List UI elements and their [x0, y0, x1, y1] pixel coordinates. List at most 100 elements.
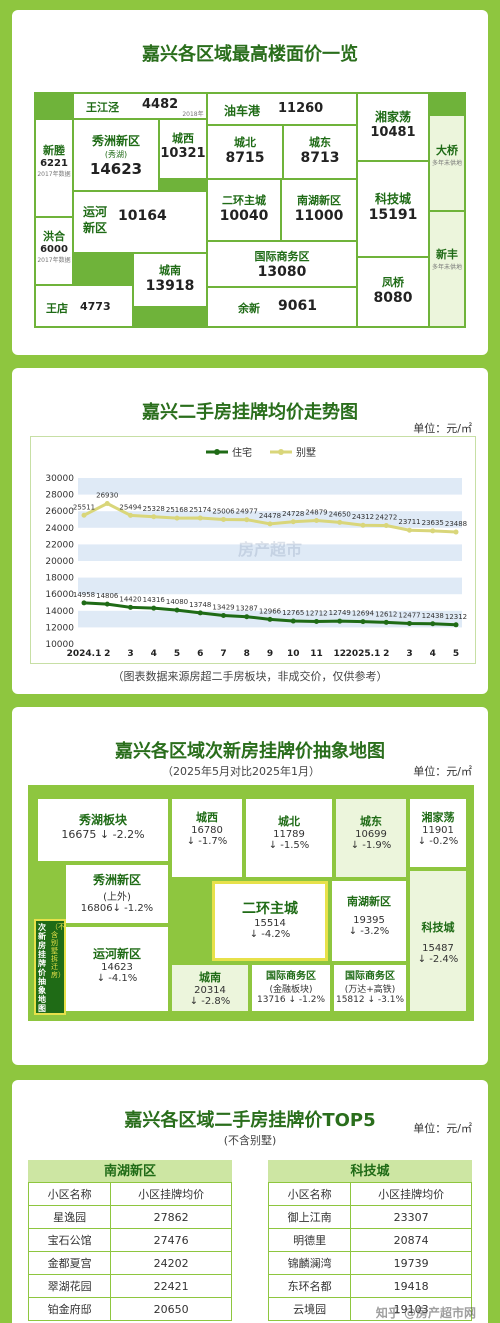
data-point — [267, 521, 273, 527]
district-name: 余新 — [238, 302, 260, 315]
data-label: 12765 — [282, 609, 304, 617]
data-point — [314, 618, 319, 624]
district-name: 湘家荡 — [374, 110, 411, 124]
district-chengdong: 城东 10699 ↓ -1.9% — [336, 799, 406, 877]
trend-chart: 30000 28000 26000 24000 22000 20000 18000 16000… — [45, 446, 467, 659]
data-point — [430, 528, 436, 534]
district-note: 2017年数据 — [37, 257, 71, 264]
y-tick-label: 12000 — [45, 623, 74, 633]
data-point — [244, 517, 250, 523]
y-tick-label: 26000 — [45, 507, 74, 517]
district-name: 科技城 — [421, 921, 455, 934]
x-tick-label: 12 — [333, 649, 346, 659]
x-tick-label: 2 — [104, 649, 110, 659]
data-label: 12694 — [352, 610, 375, 618]
district-note: 多年未供地 — [431, 160, 462, 167]
trend-title: 嘉兴二手房挂牌均价走势图 — [142, 402, 358, 423]
x-tick-label: 3 — [127, 649, 133, 659]
district-price: 15812 — [335, 995, 365, 1005]
x-tick-label: 9 — [267, 649, 273, 659]
data-point — [197, 610, 203, 616]
district-price: 10321 — [160, 146, 206, 161]
chart-frame — [30, 436, 476, 664]
district-name: 城北 — [278, 815, 300, 828]
col-header: 小区名称 — [267, 1182, 352, 1206]
land-price-title: 嘉兴各区域最高楼面价一览 — [142, 44, 358, 65]
district-yuxin: 余新 9061 — [208, 288, 356, 326]
district-chengnan: 城南 20314 ↓ -2.8% — [172, 965, 248, 1011]
data-point — [104, 601, 110, 607]
district-name: 油车港 — [224, 104, 261, 118]
district-xiuzhou: 秀洲新区 (秀湖) 14623 — [74, 120, 158, 190]
y-tick-label: 14000 — [45, 607, 74, 617]
y-tick-label: 28000 — [45, 491, 74, 501]
listing-map-subtitle: （2025年5月对比2025年1月） — [162, 765, 320, 778]
table-cell: 24202 — [110, 1251, 232, 1275]
data-label: 24272 — [375, 514, 397, 522]
district-name: 新丰 — [436, 248, 458, 261]
table-cell: 明德里 — [267, 1228, 352, 1252]
table-cell: 19739 — [350, 1251, 472, 1275]
district-name: 新塍 — [43, 144, 65, 157]
data-label: 13748 — [189, 601, 211, 609]
grid-band — [78, 511, 462, 528]
side-legend-box: 次新房挂牌价抽象地图 （不含别墅拆迁房） — [34, 919, 66, 1015]
data-label: 12966 — [259, 607, 282, 615]
table-header-row: 小区名称 小区挂牌均价 — [267, 1182, 472, 1206]
data-point — [128, 604, 133, 610]
district-name: 城北 — [234, 136, 256, 149]
data-label: 12312 — [445, 613, 467, 621]
data-point — [383, 523, 389, 529]
district-price: 15487 — [422, 943, 454, 954]
listing-map-title: 嘉兴各区域次新房挂牌价抽象地图 — [115, 741, 385, 762]
side-note: （不含别墅拆迁房） — [51, 923, 65, 979]
district-name: 城东 — [309, 136, 331, 149]
district-sub: (金融板块) — [269, 985, 313, 995]
data-label: 24879 — [305, 509, 327, 517]
data-point — [81, 600, 87, 606]
data-label: 13287 — [236, 605, 258, 613]
district-name: 洪合 — [43, 230, 65, 243]
district-change: ↓ -4.2% — [249, 929, 291, 940]
section-trend: 嘉兴二手房挂牌均价走势图 单位：元/㎡ 30000 28000 26000 24000… — [12, 368, 488, 694]
data-point — [407, 527, 412, 533]
table-row: 锦麟澜湾 19739 — [267, 1251, 472, 1275]
district-change: ↓ -4.1% — [96, 973, 138, 984]
section-top5: 嘉兴各区域二手房挂牌价TOP5 (不含别墅) 单位：元/㎡ 南湖新区 小区名称小… — [12, 1080, 488, 1323]
district-change: ↓ -1.9% — [350, 840, 392, 851]
data-label: 23711 — [398, 518, 420, 526]
district-price: 8080 — [373, 290, 413, 306]
district-price: 10699 — [355, 829, 387, 840]
data-label: 24977 — [236, 508, 258, 516]
data-point — [360, 619, 366, 625]
listing-map: 秀湖板块 16675 ↓ -2.2% 城西 16780 ↓ -1.7% 城北 1… — [28, 785, 474, 1021]
district-xinfeng: 新丰 多年未供地 — [430, 212, 464, 326]
district-price: 13716 — [256, 995, 286, 1005]
data-label: 12749 — [329, 609, 351, 617]
table-row: 翠湖花园 22421 — [27, 1274, 232, 1298]
district-name: 凤桥 — [382, 276, 404, 289]
district-name: 秀洲新区 — [91, 134, 140, 148]
data-label: 14420 — [119, 595, 141, 603]
x-tick-label: 4 — [151, 649, 157, 659]
data-label: 25168 — [166, 506, 188, 514]
data-point — [453, 622, 459, 628]
x-tick-label: 3 — [406, 649, 412, 659]
district-name: 湘家荡 — [421, 811, 455, 824]
district-sub: (上外) — [103, 892, 131, 903]
data-point — [151, 605, 157, 611]
data-label: 13429 — [212, 604, 234, 612]
top5-right-name: 科技城 — [350, 1164, 390, 1179]
data-label: 23488 — [445, 520, 467, 528]
grid-band — [78, 577, 462, 595]
table-cell: 27862 — [110, 1205, 232, 1229]
district-name: 王店 — [46, 302, 68, 315]
district-change: ↓ -2.2% — [99, 828, 145, 841]
col-header: 小区名称 — [27, 1182, 112, 1206]
district-name: 城南 — [159, 264, 181, 277]
grid-band — [78, 544, 462, 561]
district-price: 11901 — [422, 825, 454, 836]
district-name: 南湖新区 — [297, 194, 341, 207]
district-price: 4482 — [142, 97, 179, 112]
credit-watermark: 知乎 @房产超市网 — [375, 1306, 476, 1320]
